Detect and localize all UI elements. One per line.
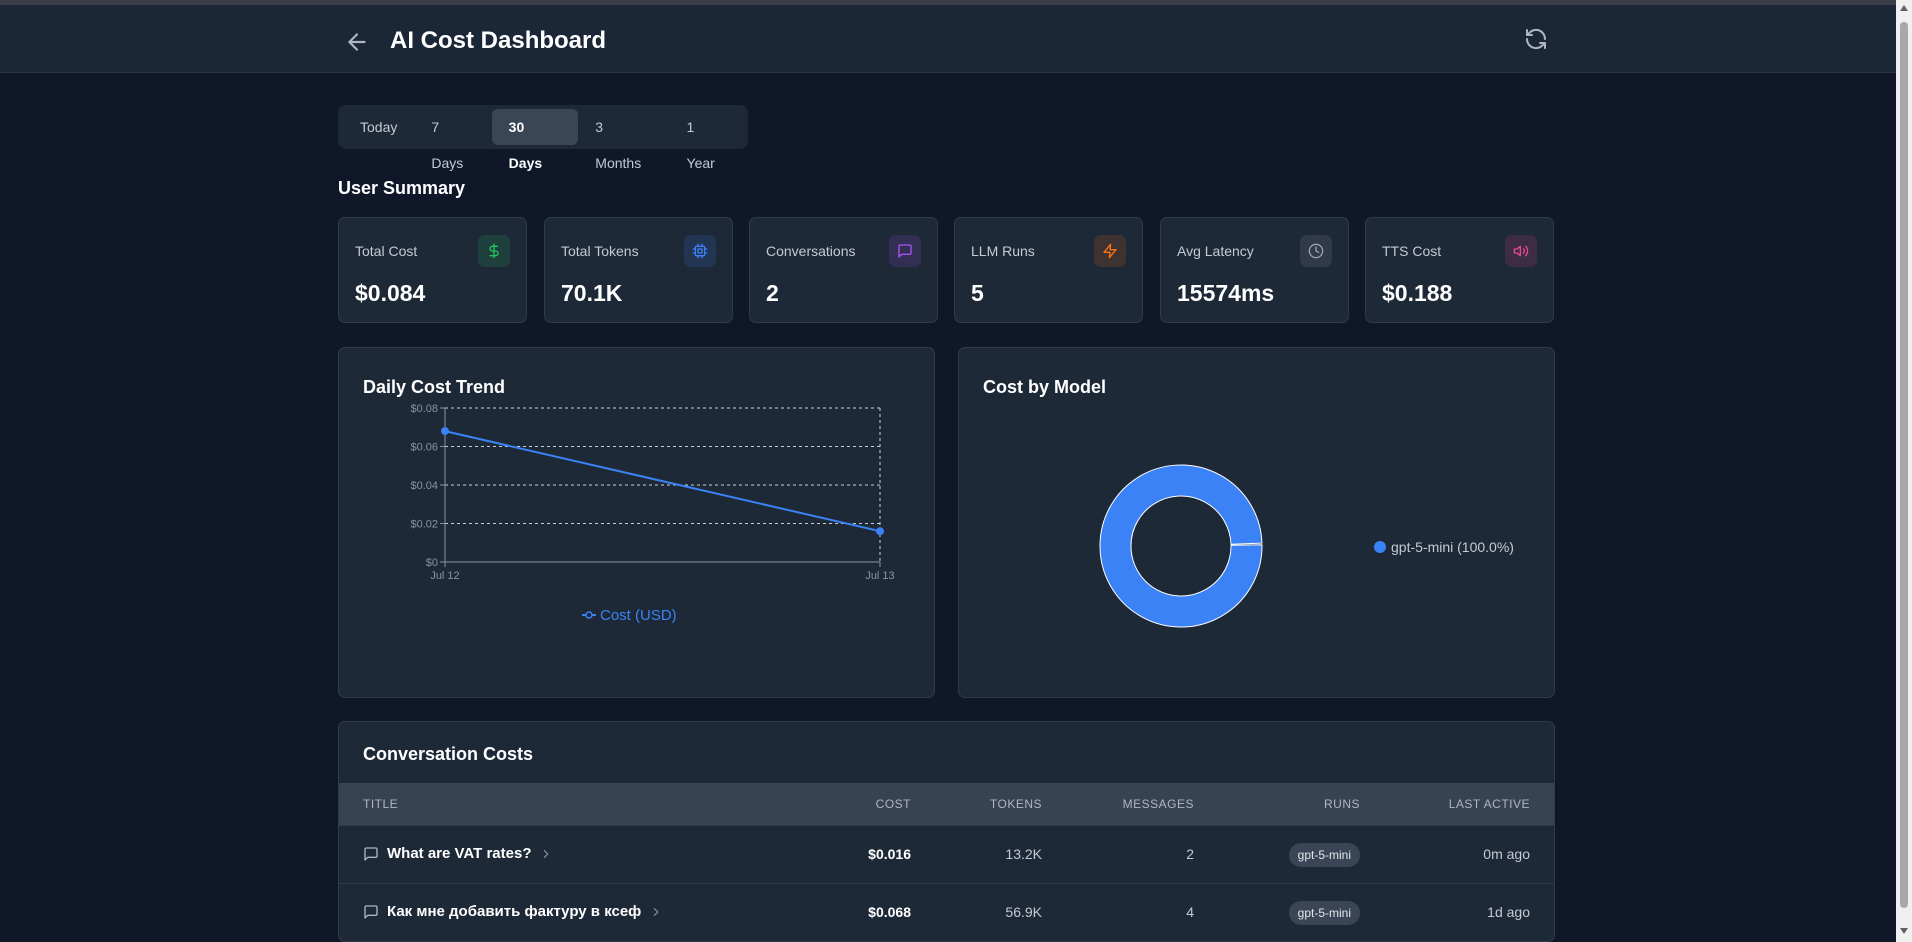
card-value: 70.1K bbox=[561, 280, 623, 306]
chevron-right-icon bbox=[544, 849, 549, 858]
data-point bbox=[441, 427, 449, 436]
card-value: $0.084 bbox=[355, 280, 426, 306]
table-header: TITLE COST TOKENS MESSAGES RUNS LAST ACT… bbox=[339, 783, 1554, 825]
legend-label: gpt-5-mini (100.0%) bbox=[1391, 539, 1514, 555]
lightning-icon bbox=[1094, 235, 1126, 267]
data-point bbox=[876, 527, 884, 536]
card-label: LLM Runs bbox=[971, 243, 1035, 259]
y-tick-label: $0 bbox=[426, 557, 438, 569]
column-tokens: TOKENS bbox=[989, 797, 1042, 811]
messages-cell: 4 bbox=[1186, 904, 1194, 920]
donut-slice[interactable] bbox=[1099, 464, 1263, 628]
card-value: $0.188 bbox=[1382, 280, 1453, 306]
dollar-icon bbox=[478, 235, 510, 267]
message-icon bbox=[364, 904, 378, 919]
arrow-left-icon bbox=[348, 33, 366, 51]
cost-cell: $0.016 bbox=[868, 846, 911, 862]
y-tick-label: $0.08 bbox=[410, 403, 438, 415]
column-cost: COST bbox=[875, 797, 911, 811]
line-chart: $0 $0.02 $0.04 $0.06 $0.08 Jul 12 Jul 13 Cost (… bbox=[410, 403, 894, 624]
conversation-title-link[interactable]: Как мне добавить фактуру в ксеф bbox=[363, 903, 663, 920]
range-3-months-button[interactable]: 3 Months bbox=[595, 119, 642, 171]
card-value: 2 bbox=[766, 280, 779, 306]
scrollbar-thumb[interactable] bbox=[1900, 22, 1908, 908]
y-tick-label: $0.06 bbox=[410, 442, 438, 454]
legend-point-marker bbox=[585, 611, 593, 619]
column-last-active: LAST ACTIVE bbox=[1448, 797, 1530, 811]
table-row[interactable]: What are VAT rates? $0.016 13.2K 2 gpt-5-min… bbox=[339, 825, 1554, 884]
user-summary-title: User Summary bbox=[338, 178, 466, 198]
x-tick-label: Jul 12 bbox=[430, 570, 459, 582]
model-badge: gpt-5-mini bbox=[1288, 901, 1360, 925]
column-runs: RUNS bbox=[1323, 797, 1360, 811]
last-active-cell: 0m ago bbox=[1483, 846, 1530, 862]
scroll-down-arrow-icon[interactable] bbox=[1900, 928, 1908, 934]
daily-cost-trend-title: Daily Cost Trend bbox=[363, 377, 506, 397]
cost-series-line bbox=[444, 430, 881, 533]
model-badge: gpt-5-mini bbox=[1288, 843, 1360, 867]
back-button[interactable] bbox=[344, 29, 370, 55]
card-value: 5 bbox=[971, 280, 984, 306]
last-active-cell: 1d ago bbox=[1487, 904, 1530, 920]
donut-chart: gpt-5-mini (100.0%) bbox=[1099, 464, 1514, 628]
time-range-selector: Today 7 Days 30 Days 3 Months 1 Year bbox=[338, 105, 748, 171]
card-value: 15574ms bbox=[1177, 280, 1275, 306]
refresh-icon bbox=[1525, 28, 1547, 50]
scroll-up-arrow-icon[interactable] bbox=[1900, 5, 1908, 11]
card-label: TTS Cost bbox=[1382, 243, 1442, 259]
column-title: TITLE bbox=[363, 797, 399, 811]
summary-card-total-tokens: Total Tokens 70.1K bbox=[544, 217, 733, 323]
messages-cell: 2 bbox=[1186, 846, 1194, 862]
conversation-title: Как мне добавить фактуру в ксеф bbox=[387, 903, 642, 920]
card-label: Conversations bbox=[766, 243, 856, 259]
range-today-button[interactable]: Today bbox=[360, 119, 398, 135]
y-tick-label: $0.02 bbox=[410, 519, 438, 531]
message-icon bbox=[889, 235, 921, 267]
window-top-border bbox=[0, 0, 1896, 5]
tokens-cell: 13.2K bbox=[1005, 846, 1042, 862]
cost-cell: $0.068 bbox=[868, 904, 911, 920]
page-title: AI Cost Dashboard bbox=[390, 27, 607, 54]
cpu-icon bbox=[684, 235, 716, 267]
range-7-days-button[interactable]: 7 Days bbox=[431, 119, 464, 171]
conversation-costs-title: Conversation Costs bbox=[363, 744, 534, 764]
x-tick-label: Jul 13 bbox=[865, 570, 894, 582]
summary-card-avg-latency: Avg Latency 15574ms bbox=[1160, 217, 1349, 323]
refresh-button[interactable] bbox=[1524, 27, 1550, 53]
range-1-year-button[interactable]: 1 Year bbox=[686, 119, 715, 171]
conversation-title-link[interactable]: What are VAT rates? bbox=[363, 845, 553, 862]
conversation-title: What are VAT rates? bbox=[387, 845, 532, 862]
summary-card-tts-cost: TTS Cost $0.188 bbox=[1365, 217, 1554, 323]
chevron-right-icon bbox=[653, 907, 659, 916]
card-label: Total Cost bbox=[355, 243, 418, 259]
header: AI Cost Dashboard bbox=[0, 5, 1896, 73]
message-icon bbox=[364, 846, 378, 861]
column-messages: MESSAGES bbox=[1122, 797, 1194, 811]
speaker-icon bbox=[1505, 235, 1537, 267]
legend-marker bbox=[1374, 541, 1386, 553]
summary-card-total-cost: Total Cost $0.084 bbox=[338, 217, 527, 323]
tokens-cell: 56.9K bbox=[1005, 904, 1042, 920]
card-label: Avg Latency bbox=[1177, 243, 1254, 259]
daily-cost-trend-panel: Daily Cost Trend $0 $0.02 $0.04 $0.06 $0.08 J… bbox=[338, 347, 935, 698]
conversation-costs-panel: Conversation Costs TITLE COST TOKENS MES… bbox=[338, 721, 1555, 942]
summary-card-llm-runs: LLM Runs 5 bbox=[954, 217, 1143, 323]
cost-by-model-panel: Cost by Model gpt-5-mini (100.0%) bbox=[958, 347, 1555, 698]
clock-icon bbox=[1300, 235, 1332, 267]
summary-card-conversations: Conversations 2 bbox=[749, 217, 938, 323]
card-label: Total Tokens bbox=[561, 243, 639, 259]
range-30-days-button[interactable]: 30 Days bbox=[491, 109, 579, 171]
cost-by-model-title: Cost by Model bbox=[983, 377, 1107, 397]
table-row[interactable]: Как мне добавить фактуру в ксеф $0.068 56.… bbox=[339, 883, 1554, 941]
legend-label: Cost (USD) bbox=[600, 607, 677, 624]
y-tick-label: $0.04 bbox=[410, 480, 438, 492]
